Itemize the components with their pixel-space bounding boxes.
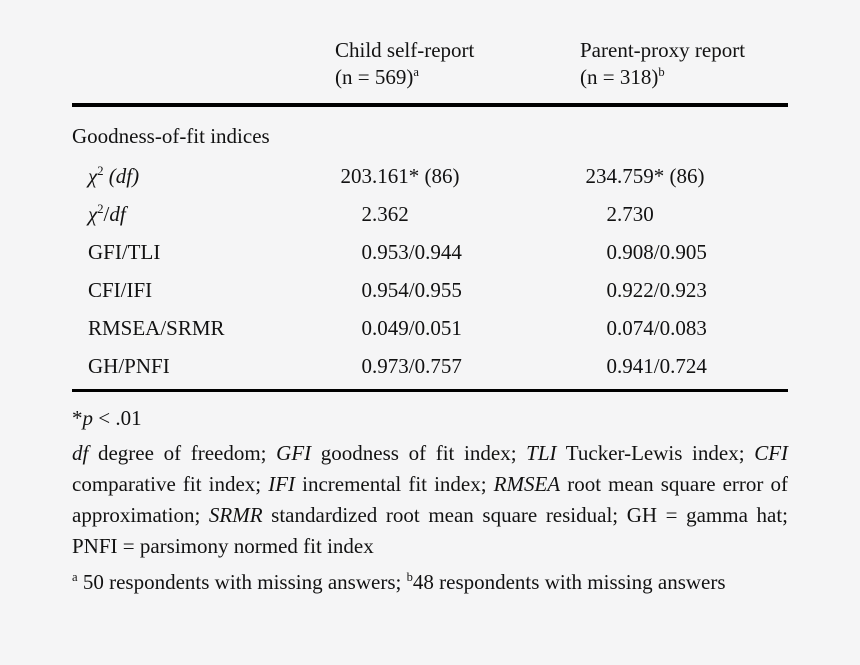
table-row-gh-pnfi: GH/PNFI 0.973/0.757 0.941/0.724 <box>72 347 788 385</box>
cell-parent-value: 0.908/0.905 <box>606 239 707 264</box>
header-spacer <box>72 37 335 91</box>
cell-parent-value: 0.922/0.923 <box>606 277 707 302</box>
table-row-cfi-ifi: CFI/IFI 0.954/0.955 0.922/0.923 <box>72 271 788 309</box>
footnote-definitions: df degree of freedom; GFI goodness of fi… <box>72 441 789 558</box>
row-label: RMSEA/SRMR <box>88 315 225 340</box>
row-label: CFI/IFI <box>88 277 153 302</box>
cell-child-value: 0.049/0.051 <box>361 315 462 340</box>
cell-parent-value: 0.074/0.083 <box>606 315 707 340</box>
row-label: GH/PNFI <box>88 353 170 378</box>
table-row-chi-square-df: χ2 (df) 203.161* (86) 234.759* (86) <box>72 157 788 195</box>
table-row-gfi-tli: GFI/TLI 0.953/0.944 0.908/0.905 <box>72 233 788 271</box>
cell-child-value: 0.954/0.955 <box>361 277 462 302</box>
column-header-child-line2: (n = 569)a <box>335 65 419 89</box>
footnote-significance: *p < .01 <box>72 406 142 430</box>
column-header-parent-line2: (n = 318)b <box>580 65 665 89</box>
table-content: Child self-report (n = 569)a Parent-prox… <box>72 0 788 598</box>
cell-child-value: 0.973/0.757 <box>361 353 462 378</box>
column-header-child-line1: Child self-report <box>335 38 475 62</box>
table-row-chi-square-ratio: χ2/df 2.362 2.730 <box>72 195 788 233</box>
table-row-rmsea-srmr: RMSEA/SRMR 0.049/0.051 0.074/0.083 <box>72 309 788 347</box>
cell-parent-value: 2.730 <box>606 201 654 226</box>
row-label: GFI/TLI <box>88 239 161 264</box>
bottom-rule <box>72 389 788 392</box>
cell-child-value: 203.161* (86) <box>340 163 460 188</box>
cell-child-value: 0.953/0.944 <box>361 239 462 264</box>
row-label: χ2/df <box>88 201 126 226</box>
cell-child-value: 2.362 <box>361 201 409 226</box>
table-header-row: Child self-report (n = 569)a Parent-prox… <box>72 37 788 91</box>
column-header-child: Child self-report (n = 569)a <box>335 37 580 91</box>
footnote-respondents: a 50 respondents with missing answers; b… <box>72 570 726 594</box>
cell-parent-value: 0.941/0.724 <box>606 353 707 378</box>
header-rule <box>72 103 788 107</box>
column-header-parent: Parent-proxy report (n = 318)b <box>580 37 788 91</box>
section-header: Goodness-of-fit indices <box>72 124 270 148</box>
cell-parent-value: 234.759* (86) <box>585 163 705 188</box>
column-header-parent-line1: Parent-proxy report <box>580 38 746 62</box>
row-label: χ2 (df) <box>88 163 140 188</box>
